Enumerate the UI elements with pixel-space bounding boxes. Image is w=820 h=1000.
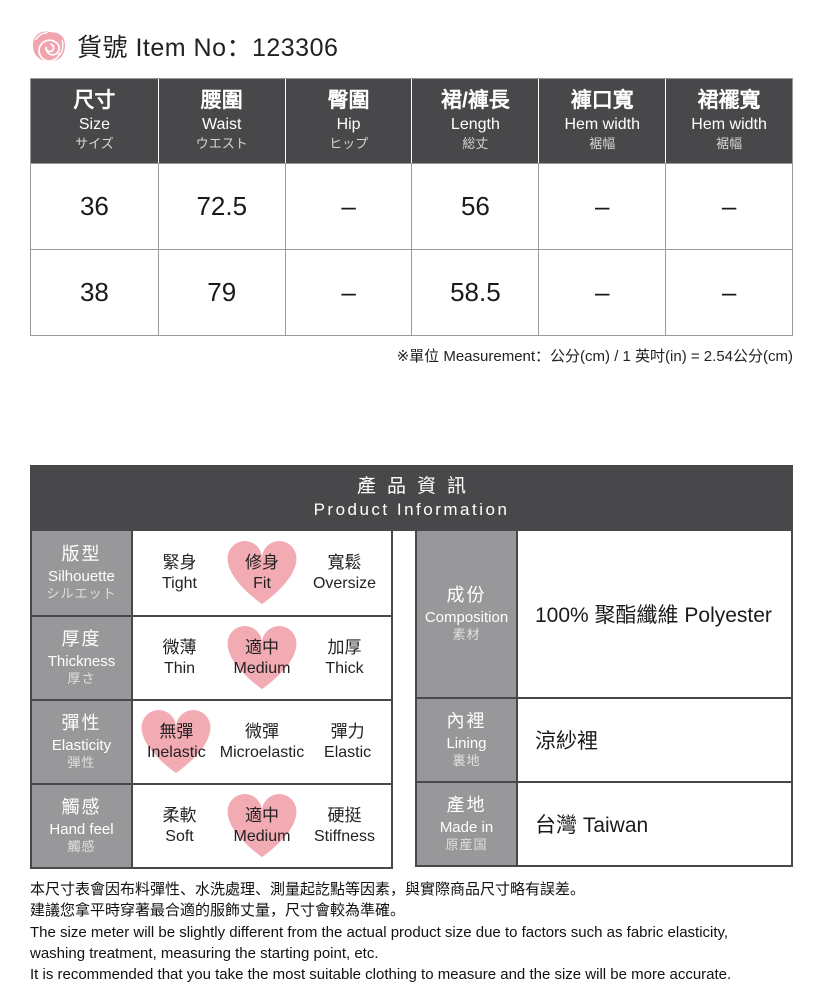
detail-label: 成份 Composition 素材: [417, 531, 518, 697]
product-info-title-en: Product Information: [313, 500, 510, 520]
attribute-row-handfeel: 觸感 Hand feel 觸感 柔軟 Soft 適中 Medium: [32, 783, 391, 867]
cell-waist: 79: [157, 249, 285, 335]
col-length: 裙/褲長 Length 総丈: [411, 79, 539, 163]
option-medium: 適中 Medium: [226, 794, 298, 858]
details-table: 成份 Composition 素材 100% 聚酯纖維 Polyester 內裡…: [415, 531, 793, 867]
cell-hip: –: [284, 249, 412, 335]
cell-waist: 72.5: [157, 163, 285, 249]
option-oversize: 寬鬆 Oversize: [312, 552, 377, 592]
option-fit: 修身 Fit: [226, 541, 298, 605]
col-hip: 臀圍 Hip ヒップ: [284, 79, 412, 163]
item-number-row: 貨號 Item No：123306: [30, 28, 793, 64]
product-info-body: 版型 Silhouette シルエット 緊身 Tight 修身 Fit: [30, 531, 793, 869]
disclaimer-notes: 本尺寸表會因布料彈性、水洗處理、測量起訖點等因素，與實際商品尺寸略有誤差。 建議…: [30, 879, 800, 985]
attribute-label: 彈性 Elasticity 弾性: [32, 701, 133, 783]
cell-size: 38: [31, 249, 158, 335]
product-info-header: 產品資訊 Product Information: [30, 465, 793, 531]
option-elastic: 彈力 Elastic: [324, 721, 372, 761]
attribute-row-silhouette: 版型 Silhouette シルエット 緊身 Tight 修身 Fit: [32, 531, 391, 615]
option-thick: 加厚 Thick: [325, 637, 364, 677]
attributes-table: 版型 Silhouette シルエット 緊身 Tight 修身 Fit: [30, 531, 393, 869]
col-hem-width-skirt: 裙襬寬 Hem width 裾幅: [665, 79, 792, 163]
note-line: It is recommended that you take the most…: [30, 966, 732, 984]
col-waist: 腰圍 Waist ウエスト: [157, 79, 285, 163]
cell-size: 36: [31, 163, 158, 249]
note-line: washing treatment, measuring the startin…: [30, 944, 379, 962]
detail-row-madein: 產地 Made in 原産国 台灣 Taiwan: [417, 781, 791, 865]
attribute-options: 柔軟 Soft 適中 Medium 硬挺 Stiffness: [133, 785, 391, 867]
size-table-header-row: 尺寸 Size サイズ 腰圍 Waist ウエスト 臀圍 Hip ヒップ 裙/褲…: [31, 79, 792, 163]
cell-hem-skirt: –: [665, 163, 792, 249]
attribute-options: 緊身 Tight 修身 Fit 寬鬆 Oversize: [133, 531, 391, 615]
note-line: 建議您拿平時穿著最合適的服飾丈量，尺寸會較為準確。: [30, 902, 406, 920]
lining-value: 涼紗裡: [535, 730, 598, 753]
attribute-label: 觸感 Hand feel 觸感: [32, 785, 133, 867]
detail-row-composition: 成份 Composition 素材 100% 聚酯纖維 Polyester: [417, 531, 791, 697]
attribute-row-elasticity: 彈性 Elasticity 弾性 無彈 Inelastic 微彈 Microel…: [32, 699, 391, 783]
composition-value: 100% 聚酯纖維 Polyester: [535, 604, 772, 627]
attribute-row-thickness: 厚度 Thickness 厚さ 微薄 Thin 適中 Medium: [32, 615, 391, 699]
detail-row-lining: 內裡 Lining 裏地 涼紗裡: [417, 697, 791, 781]
cell-hip: –: [284, 163, 412, 249]
size-row-36: 36 72.5 – 56 – –: [31, 163, 792, 249]
size-table: 尺寸 Size サイズ 腰圍 Waist ウエスト 臀圍 Hip ヒップ 裙/褲…: [30, 78, 793, 336]
option-stiffness: 硬挺 Stiffness: [313, 805, 376, 845]
option-thin: 微薄 Thin: [162, 637, 197, 677]
cell-hem-leg: –: [538, 163, 666, 249]
option-soft: 柔軟 Soft: [162, 805, 197, 845]
cell-length: 58.5: [411, 249, 539, 335]
attribute-options: 微薄 Thin 適中 Medium 加厚 Thick: [133, 617, 391, 699]
madein-value: 台灣 Taiwan: [535, 814, 649, 837]
detail-label: 產地 Made in 原産国: [417, 783, 518, 865]
rose-icon: [32, 31, 65, 62]
product-info-title-zh: 產品資訊: [356, 475, 477, 497]
cell-hem-leg: –: [538, 249, 666, 335]
note-line: The size meter will be slightly differen…: [30, 923, 729, 941]
attribute-label: 版型 Silhouette シルエット: [32, 531, 133, 615]
size-row-38: 38 79 – 58.5 – –: [31, 249, 792, 335]
note-line: 本尺寸表會因布料彈性、水洗處理、測量起訖點等因素，與實際商品尺寸略有誤差。: [30, 881, 586, 898]
cell-length: 56: [411, 163, 539, 249]
option-medium: 適中 Medium: [226, 626, 298, 690]
col-size: 尺寸 Size サイズ: [31, 79, 158, 163]
option-microelastic: 微彈 Microelastic: [219, 721, 305, 761]
option-tight: 緊身 Tight: [162, 552, 197, 592]
cell-hem-skirt: –: [665, 249, 792, 335]
item-number-label: 貨號 Item No：123306: [77, 34, 339, 62]
detail-label: 內裡 Lining 裏地: [417, 699, 518, 781]
attribute-options: 無彈 Inelastic 微彈 Microelastic 彈力 Elastic: [133, 701, 391, 783]
attribute-label: 厚度 Thickness 厚さ: [32, 617, 133, 699]
col-hem-width-leg: 褲口寬 Hem width 裾幅: [538, 79, 666, 163]
measurement-unit-note: ※單位 Measurement：公分(cm) / 1 英吋(in) = 2.54…: [396, 348, 793, 365]
option-inelastic: 無彈 Inelastic: [140, 710, 212, 774]
